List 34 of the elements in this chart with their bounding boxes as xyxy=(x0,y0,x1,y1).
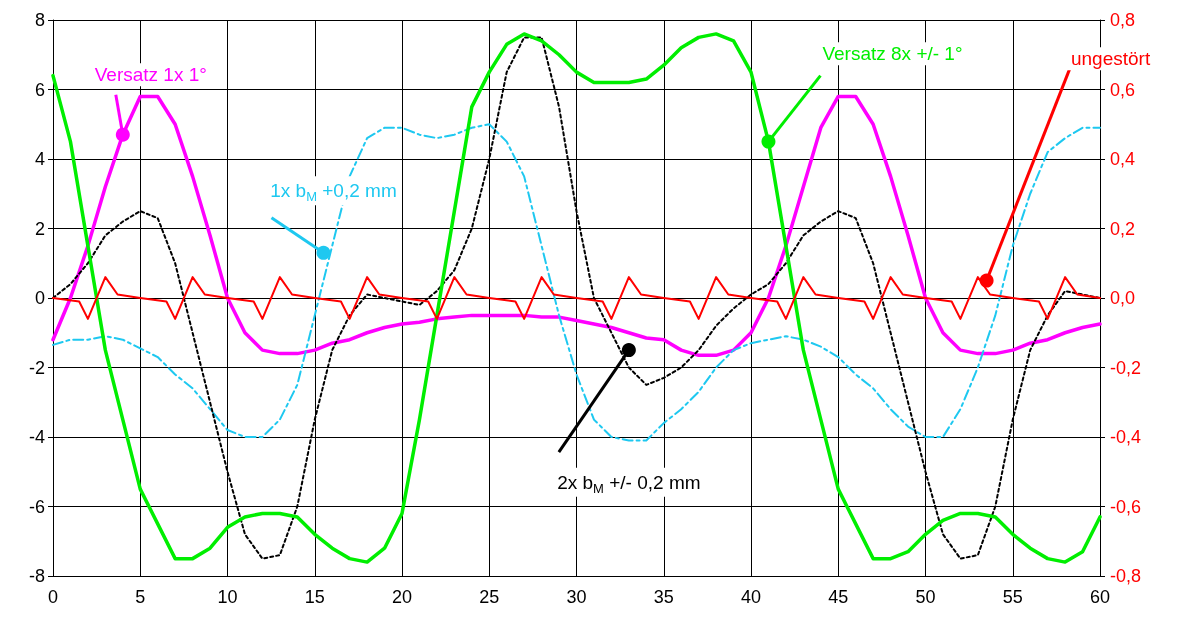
y-tick-label: 4 xyxy=(34,149,45,169)
x-tick-label: 5 xyxy=(135,587,146,607)
y2-tick-label: -0,6 xyxy=(1110,496,1142,517)
y2-tick-label: -0,2 xyxy=(1110,357,1142,378)
x-tick-label: 10 xyxy=(217,587,238,607)
x-tick-label: 45 xyxy=(828,587,849,607)
x-tick-label: 50 xyxy=(915,587,936,607)
y2-tick-label: -0,8 xyxy=(1110,566,1142,586)
y2-tick-label: 0,8 xyxy=(1110,10,1136,30)
y2-tick-label: 0,0 xyxy=(1110,288,1136,308)
y-tick-label: 6 xyxy=(34,79,45,100)
y-tick-label: 8 xyxy=(34,10,45,30)
x-tick-label: 15 xyxy=(304,587,325,607)
x-tick-label: 60 xyxy=(1089,587,1111,607)
annotation: ungestört xyxy=(1070,48,1151,70)
x-tick-label: 35 xyxy=(653,587,674,607)
x-tick-label: 0 xyxy=(47,587,59,607)
y2-tick-label: 0,6 xyxy=(1110,79,1136,100)
y-tick-label: -6 xyxy=(28,496,45,517)
y-tick-label: 2 xyxy=(34,218,45,239)
x-tick-label: 40 xyxy=(740,587,762,607)
x-tick-label: 20 xyxy=(391,587,413,607)
y2-tick-label: 0,2 xyxy=(1110,218,1136,239)
y2-tick-label: 0,4 xyxy=(1110,149,1136,169)
y-tick-label: -8 xyxy=(28,566,45,586)
x-tick-label: 25 xyxy=(479,587,500,607)
y-tick-label: 0 xyxy=(34,288,45,308)
annotation: Versatz 1x 1° xyxy=(94,64,207,86)
annotation: Versatz 8x +/- 1° xyxy=(822,43,963,65)
y-tick-label: -4 xyxy=(28,427,45,447)
x-tick-label: 30 xyxy=(566,587,587,607)
y-tick-label: -2 xyxy=(28,357,45,378)
x-tick-label: 55 xyxy=(1002,587,1023,607)
y2-tick-label: -0,4 xyxy=(1110,427,1142,447)
